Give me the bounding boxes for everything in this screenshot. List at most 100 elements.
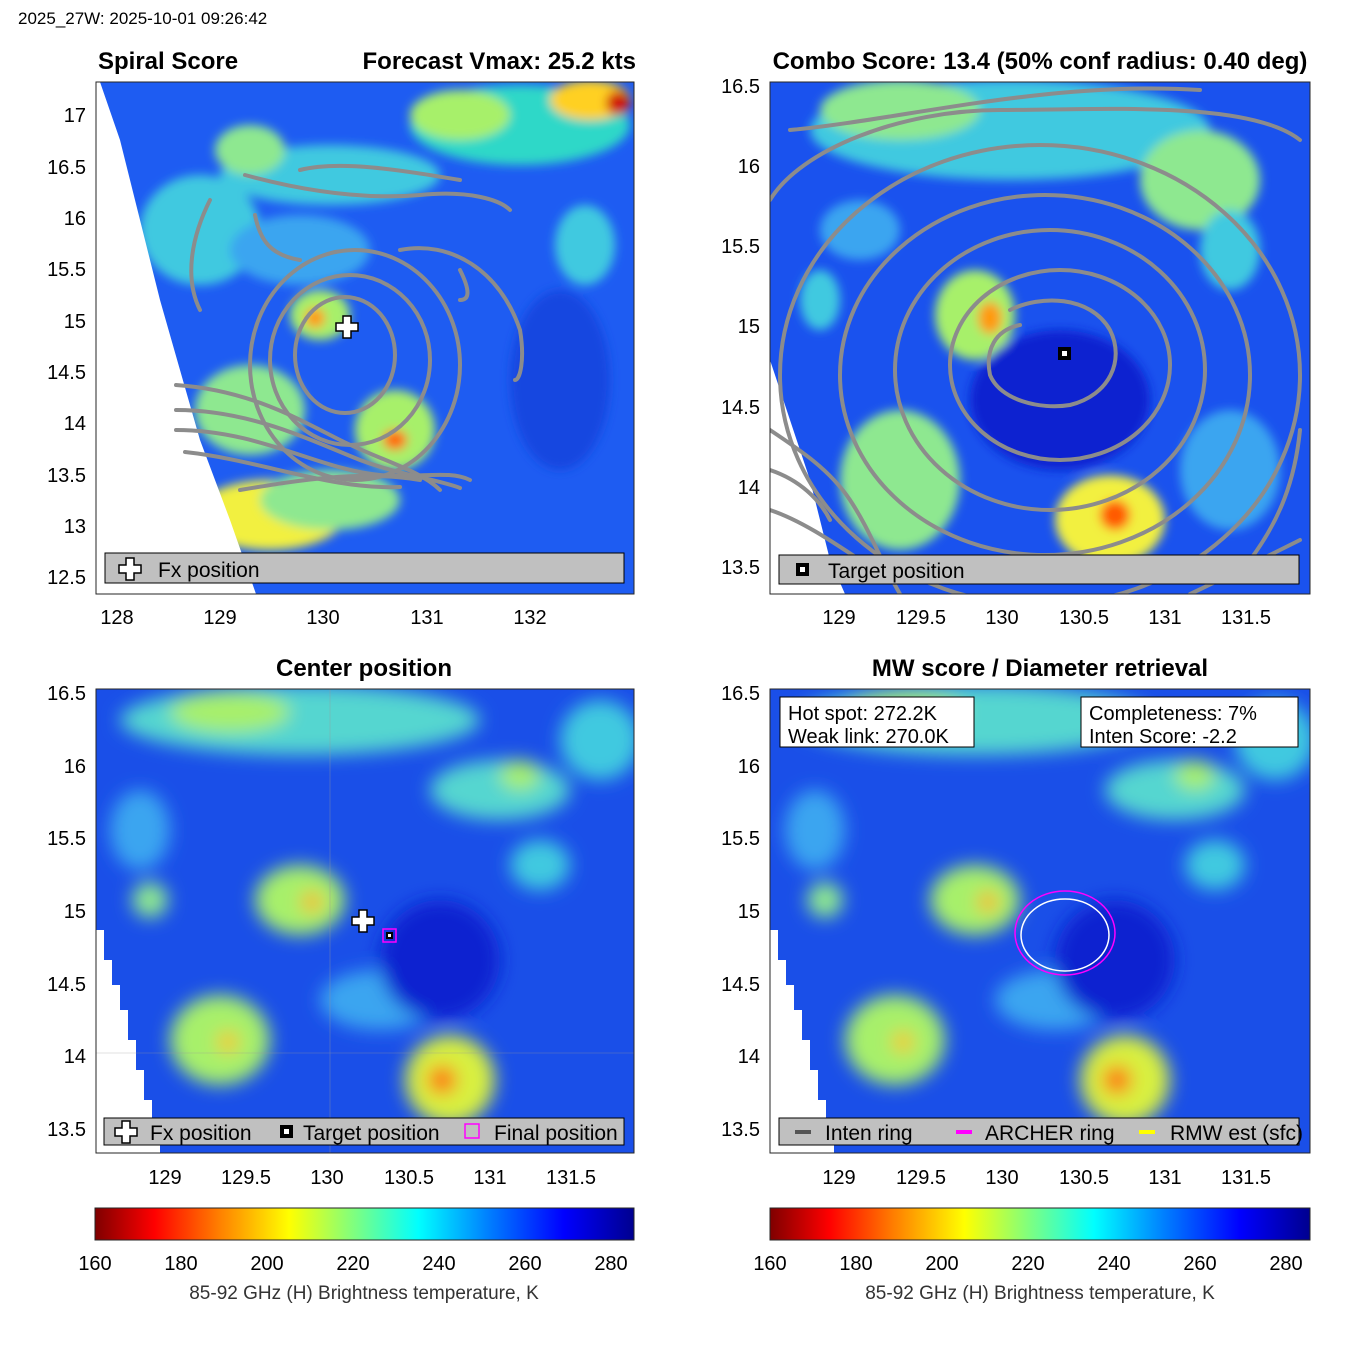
cbar-tick: 180 (839, 1253, 872, 1275)
cbar-tick: 180 (164, 1253, 197, 1275)
combo-target-marker (1058, 347, 1071, 360)
square-marker-icon (280, 1125, 293, 1138)
spiral-x-ticks: 128 129 130 131 132 (100, 607, 546, 629)
x-tick: 130.5 (1059, 607, 1109, 629)
legend-final: Final position (494, 1122, 618, 1145)
cbar-tick: 240 (422, 1253, 455, 1275)
spiral-legend-label: Fx position (158, 559, 260, 582)
mw-y-ticks: 16.5 16 15.5 15 14.5 14 13.5 (721, 683, 760, 1141)
spiral-score-panel: Spiral Score Forecast Vmax: 25.2 kts (47, 48, 636, 629)
x-tick: 129 (822, 1167, 855, 1189)
y-tick: 14 (64, 1046, 86, 1068)
y-tick: 16.5 (721, 683, 760, 705)
center-y-ticks: 16.5 16 15.5 15 14.5 14 13.5 (47, 683, 86, 1141)
spiral-heatmap (96, 82, 634, 594)
colorbar-label: 85-92 GHz (H) Brightness temperature, K (189, 1283, 539, 1304)
y-tick: 14 (738, 477, 760, 499)
x-tick: 130 (985, 1167, 1018, 1189)
mw-rings (1014, 890, 1116, 976)
y-tick: 15.5 (47, 259, 86, 281)
x-tick: 129.5 (896, 607, 946, 629)
colorbar-right: 160 180 200 220 240 260 280 85-92 GHz (H… (753, 1207, 1311, 1304)
x-tick: 130 (306, 607, 339, 629)
x-tick: 131.5 (1221, 607, 1271, 629)
colorbar-label: 85-92 GHz (H) Brightness temperature, K (865, 1283, 1215, 1304)
y-tick: 16.5 (721, 76, 760, 98)
hot-spot-text: Hot spot: 272.2K (788, 703, 938, 725)
x-tick: 130.5 (1059, 1167, 1109, 1189)
plus-marker-icon (118, 557, 142, 581)
y-tick: 14 (738, 1046, 760, 1068)
y-tick: 14.5 (47, 362, 86, 384)
y-tick: 14 (64, 413, 86, 435)
square-marker-icon (796, 563, 809, 576)
x-tick: 128 (100, 607, 133, 629)
spiral-title: Spiral Score (98, 48, 238, 75)
combo-legend-label: Target position (828, 560, 965, 583)
legend-rmw: RMW est (sfc) (1170, 1122, 1303, 1145)
combo-score-panel: Combo Score: 13.4 (50% conf radius: 0.40… (721, 48, 1311, 629)
cbar-tick: 220 (1011, 1253, 1044, 1275)
mw-score-panel: MW score / Diameter retrieval (721, 655, 1311, 1304)
y-tick: 16 (64, 756, 86, 778)
y-tick: 15.5 (47, 828, 86, 850)
cbar-tick: 240 (1097, 1253, 1130, 1275)
x-tick: 129.5 (221, 1167, 271, 1189)
y-tick: 12.5 (47, 567, 86, 589)
figure-header: 2025_27W: 2025-10-01 09:26:42 (18, 9, 267, 28)
spiral-fx-marker (335, 315, 359, 339)
combo-legend: Target position (778, 554, 1300, 585)
y-tick: 15 (738, 901, 760, 923)
x-tick: 131.5 (1221, 1167, 1271, 1189)
combo-y-ticks: 16.5 16 15.5 15 14.5 14 13.5 (721, 76, 760, 579)
spiral-legend: Fx position (104, 552, 625, 584)
y-tick: 13.5 (47, 465, 86, 487)
colorbar-left: 160 180 200 220 240 260 280 85-92 GHz (H… (78, 1207, 635, 1304)
x-tick: 131 (473, 1167, 506, 1189)
y-tick: 15 (64, 901, 86, 923)
y-tick: 16 (738, 756, 760, 778)
plus-marker-icon (114, 1120, 138, 1144)
x-tick: 131 (1148, 1167, 1181, 1189)
legend-target: Target position (303, 1122, 440, 1145)
y-tick: 16.5 (47, 157, 86, 179)
legend-inten: Inten ring (825, 1122, 913, 1145)
center-legend: Fx position Target position Final positi… (103, 1117, 625, 1146)
x-tick: 130 (310, 1167, 343, 1189)
cbar-tick: 200 (250, 1253, 283, 1275)
y-tick: 15.5 (721, 828, 760, 850)
spiral-y-ticks: 17 16.5 16 15.5 15 14.5 14 13.5 13 12.5 (47, 105, 86, 589)
combo-title: Combo Score: 13.4 (50% conf radius: 0.40… (773, 48, 1308, 75)
x-tick: 129.5 (896, 1167, 946, 1189)
center-x-ticks: 129 129.5 130 130.5 131 131.5 (148, 1167, 596, 1189)
combo-x-ticks: 129 129.5 130 130.5 131 131.5 (822, 607, 1271, 629)
mw-x-ticks: 129 129.5 130 130.5 131 131.5 (822, 1167, 1271, 1189)
x-tick: 131 (410, 607, 443, 629)
completeness-text: Completeness: 7% (1089, 703, 1257, 725)
magenta-square-icon (464, 1123, 480, 1139)
y-tick: 13.5 (721, 1119, 760, 1141)
y-tick: 16 (64, 208, 86, 230)
inten-score-text: Inten Score: -2.2 (1089, 726, 1237, 748)
x-tick: 131.5 (546, 1167, 596, 1189)
y-tick: 15.5 (721, 236, 760, 258)
y-tick: 15 (64, 311, 86, 333)
legend-fx: Fx position (150, 1122, 252, 1145)
y-tick: 14.5 (721, 397, 760, 419)
cbar-tick: 160 (753, 1253, 786, 1275)
mw-info-right: Completeness: 7% Inten Score: -2.2 (1080, 696, 1299, 748)
y-tick: 13 (64, 516, 86, 538)
center-position-panel: Center position (47, 655, 635, 1304)
forecast-vmax: Forecast Vmax: 25.2 kts (363, 48, 636, 75)
y-tick: 15 (738, 316, 760, 338)
legend-archer: ARCHER ring (985, 1122, 1115, 1145)
y-tick: 14.5 (47, 974, 86, 996)
x-tick: 132 (513, 607, 546, 629)
y-tick: 17 (64, 105, 86, 127)
x-tick: 129 (822, 607, 855, 629)
cbar-tick: 280 (594, 1253, 627, 1275)
center-title: Center position (276, 655, 452, 682)
x-tick: 129 (203, 607, 236, 629)
cbar-tick: 160 (78, 1253, 111, 1275)
